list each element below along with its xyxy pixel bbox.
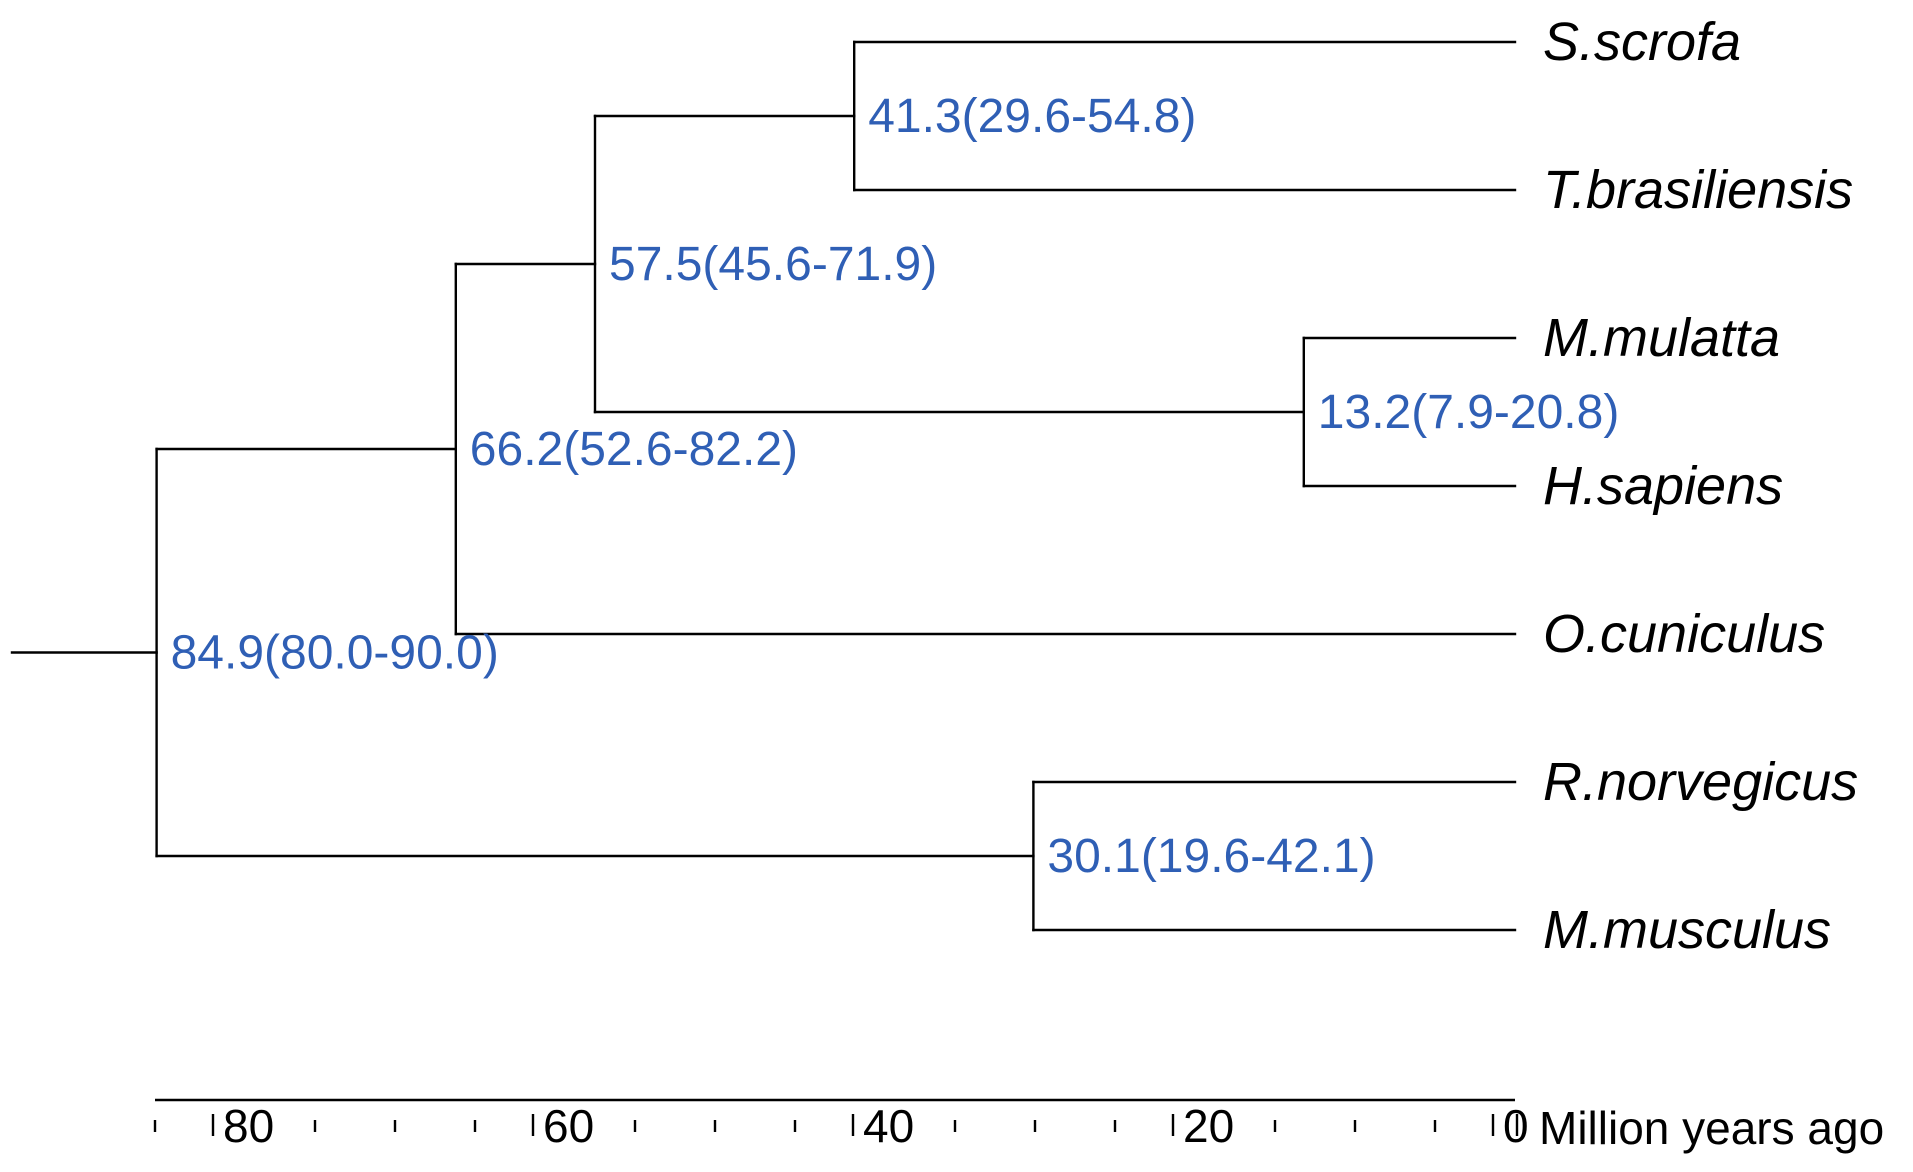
taxon-label: M.musculus — [1543, 900, 1831, 960]
taxon-labels: S.scrofa T.brasiliensis M.mulatta H.sapiens… — [1543, 12, 1858, 960]
node-age-label: 13.2(7.9-20.8) — [1318, 386, 1620, 439]
axis-tick-label: 20 — [1183, 1100, 1234, 1152]
axis-tick-label: 40 — [863, 1100, 914, 1152]
axis-tick-label: 0 — [1503, 1100, 1529, 1152]
time-axis: 80 60 40 20 0 Million years ago — [153, 1098, 1884, 1154]
node-age-labels: 41.3(29.6-54.8) 13.2(7.9-20.8) 57.5(45.6-7… — [171, 90, 1620, 883]
axis-tick-label: 60 — [543, 1100, 594, 1152]
taxon-label: O.cuniculus — [1543, 604, 1825, 664]
node-age-label: 41.3(29.6-54.8) — [868, 90, 1196, 143]
taxon-label: S.scrofa — [1543, 12, 1741, 72]
taxon-label: M.mulatta — [1543, 308, 1780, 368]
taxon-label: T.brasiliensis — [1543, 160, 1853, 220]
node-age-label: 66.2(52.6-82.2) — [470, 423, 798, 476]
node-age-label: 30.1(19.6-42.1) — [1047, 830, 1375, 883]
axis-title: Million years ago — [1539, 1102, 1884, 1154]
taxon-label: H.sapiens — [1543, 456, 1783, 516]
taxon-label: R.norvegicus — [1543, 752, 1858, 812]
tree-branches — [10, 40, 1517, 932]
axis-tick-label: 80 — [223, 1100, 274, 1152]
node-age-label: 84.9(80.0-90.0) — [171, 627, 499, 680]
node-age-label: 57.5(45.6-71.9) — [609, 238, 937, 291]
